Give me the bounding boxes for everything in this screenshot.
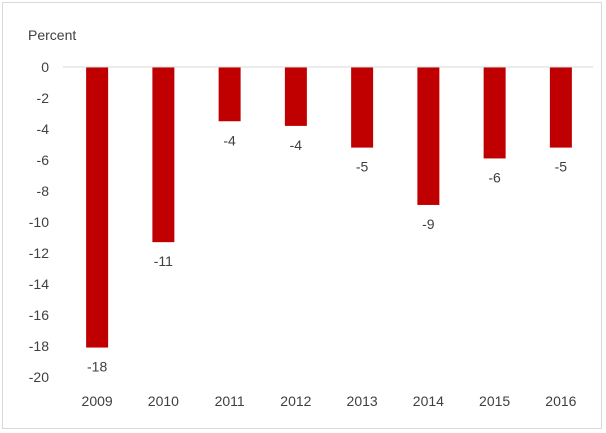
data-labels: -18 -11 -4 -4 -5 -9 -6 -5 — [87, 132, 567, 374]
y-axis-ticks: 0 -2 -4 -6 -8 -10 -12 -14 -16 -18 -20 — [29, 59, 49, 385]
x-tick-label: 2009 — [82, 393, 113, 409]
y-axis-unit-label: Percent — [28, 27, 76, 43]
x-tick-label: 2010 — [148, 393, 179, 409]
bar-chart: Percent 0-2-4-6-8-10-12-14-16-18-20 -18-… — [28, 27, 593, 409]
y-tick-label: -8 — [37, 183, 50, 199]
bars — [86, 67, 572, 348]
chart-frame: Percent 0 -2 -4 -6 -8 -10 -12 -14 -16 -18 -20 -18-… — [2, 2, 602, 429]
x-tick-label: 2013 — [347, 393, 378, 409]
x-tick-label: 2014 — [413, 393, 444, 409]
data-label-2009: -18 — [87, 359, 107, 375]
x-tick-label: 2012 — [280, 393, 311, 409]
y-tick-label: -14 — [29, 276, 49, 292]
data-label-2011: -4 — [223, 132, 236, 148]
y-tick-label: 0 — [41, 59, 49, 75]
y-tick-label: -2 — [37, 90, 50, 106]
data-label-2013: -5 — [356, 159, 369, 175]
y-tick-label: -12 — [29, 245, 49, 261]
y-tick-label: -6 — [37, 152, 50, 168]
data-label-2012: -4 — [290, 137, 303, 153]
bar-2010 — [152, 67, 175, 243]
data-label-2016: -5 — [555, 159, 568, 175]
y-tick-label: -20 — [29, 369, 49, 385]
data-label-2014: -9 — [422, 216, 435, 232]
bar-2013 — [351, 67, 374, 148]
y-tick-label: -10 — [29, 214, 49, 230]
x-tick-label: 2016 — [545, 393, 576, 409]
data-label-2010: -11 — [154, 253, 173, 269]
x-axis-ticks: 2009 2010 2011 2012 2013 2014 2015 2016 — [82, 393, 577, 409]
bar-2014 — [417, 67, 440, 205]
bar-2009 — [86, 67, 109, 348]
y-tick-label: -18 — [29, 338, 49, 354]
data-label-2015: -6 — [488, 169, 501, 185]
x-tick-label: 2015 — [479, 393, 510, 409]
bar-2016 — [549, 67, 572, 148]
bar-2012 — [284, 67, 307, 126]
bar-2011 — [218, 67, 241, 122]
y-tick-label: -16 — [29, 307, 49, 323]
bar-2015 — [483, 67, 506, 159]
x-tick-label: 2011 — [215, 393, 245, 409]
y-tick-label: -4 — [37, 121, 50, 137]
